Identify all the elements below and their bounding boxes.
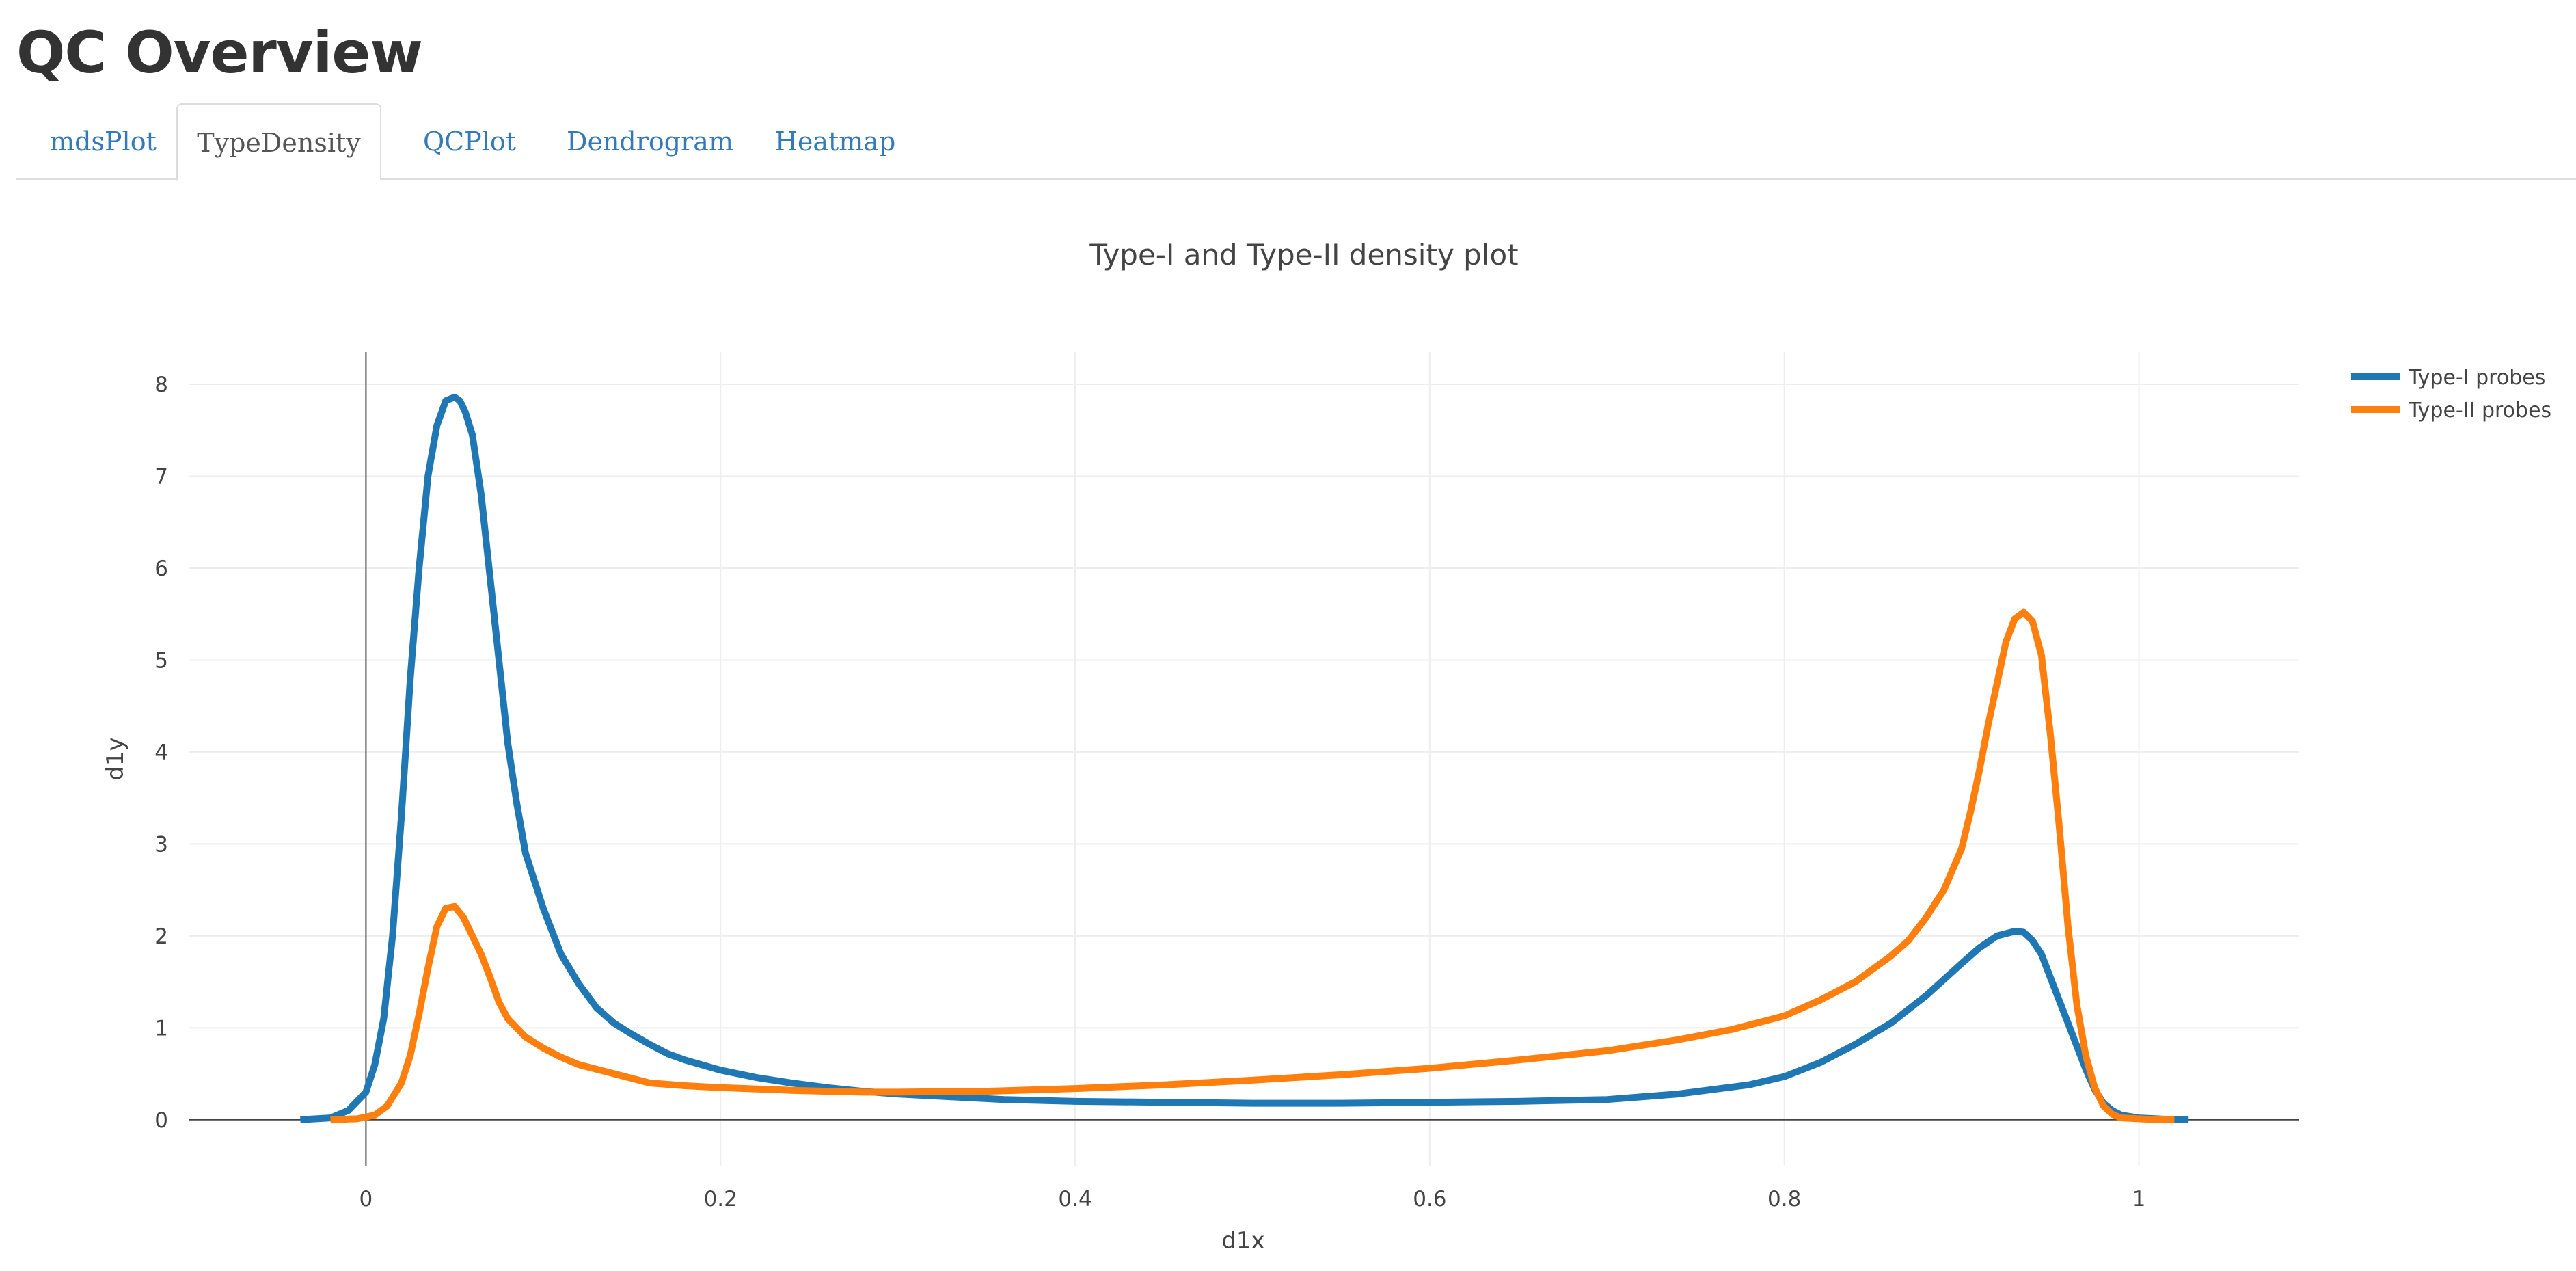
- y-tick-label: 8: [154, 373, 168, 397]
- x-tick-label: 0.2: [704, 1187, 737, 1212]
- tab-typedensity[interactable]: TypeDensity: [176, 103, 381, 181]
- x-tick-label: 0.8: [1767, 1187, 1801, 1212]
- legend-label: Type-I probes: [2408, 366, 2545, 390]
- y-tick-label: 1: [154, 1016, 168, 1041]
- y-axis-ticks: 0 1 2 3 4 5 6 7 8: [154, 373, 168, 1133]
- tab-qcplot[interactable]: QCPlot: [422, 126, 517, 157]
- page-title: QC Overview: [16, 19, 423, 86]
- legend-item[interactable]: Type-II probes: [2351, 399, 2551, 423]
- series-lines: [300, 393, 2189, 1123]
- y-tick-label: 6: [154, 557, 168, 581]
- zero-lines: [189, 352, 2299, 1166]
- y-tick-label: 4: [154, 740, 168, 765]
- x-tick-label: 1: [2132, 1187, 2146, 1212]
- x-tick-label: 0.6: [1413, 1187, 1446, 1212]
- legend-label: Type-II probes: [2408, 399, 2551, 423]
- y-tick-label: 5: [154, 648, 168, 673]
- y-axis-label: d1y: [102, 737, 129, 780]
- y-tick-label: 2: [154, 924, 168, 949]
- grid: [189, 352, 2299, 1166]
- legend-item[interactable]: Type-I probes: [2351, 366, 2545, 390]
- y-tick-label: 3: [154, 832, 168, 857]
- legend: Type-I probes Type-II probes: [2351, 366, 2551, 423]
- tab-bar: mdsPlot TypeDensity QCPlot Dendrogram He…: [16, 103, 2576, 181]
- series-line: [330, 608, 2175, 1123]
- y-tick-label: 7: [154, 465, 168, 490]
- x-axis-ticks: 0 0.2 0.4 0.6 0.8 1: [360, 1187, 2146, 1212]
- tab-heatmap[interactable]: Heatmap: [774, 126, 896, 157]
- series-line: [300, 393, 2189, 1123]
- x-axis-label: d1x: [1221, 1227, 1264, 1255]
- x-tick-label: 0.4: [1058, 1187, 1092, 1212]
- chart-title: Type-I and Type-II density plot: [1089, 238, 1518, 271]
- y-tick-label: 0: [154, 1108, 168, 1133]
- tab-dendrogram[interactable]: Dendrogram: [567, 126, 733, 157]
- x-tick-label: 0: [360, 1187, 373, 1212]
- tab-mdsplot[interactable]: mdsPlot: [50, 126, 157, 157]
